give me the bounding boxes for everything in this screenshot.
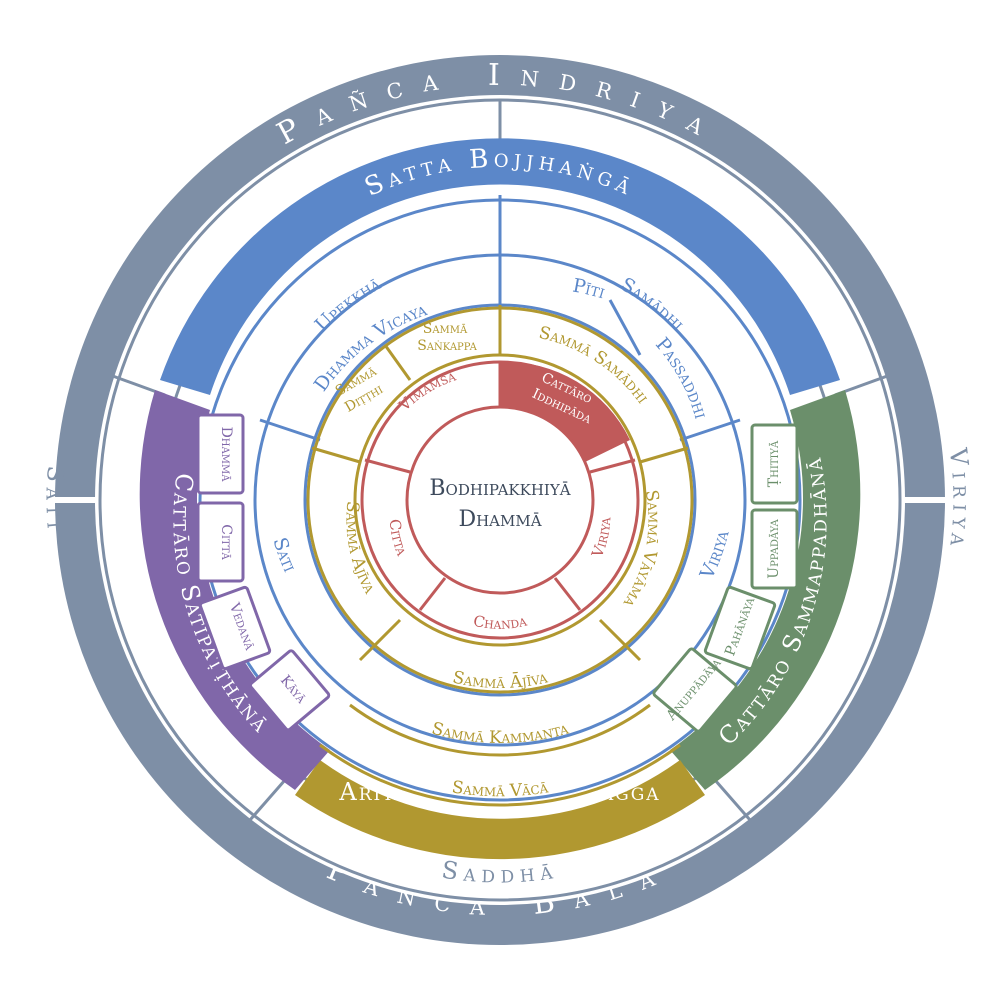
bojjhanga-divider-left <box>259 418 321 442</box>
sammappadhana-box-uppadaya <box>750 508 799 590</box>
band-satipatthana <box>139 390 330 790</box>
faculty-divider-lower-right <box>713 779 752 821</box>
bojjhanga-divider-piti <box>608 299 642 356</box>
magga-divider-right <box>639 446 689 464</box>
faculty-saddha: Saddhā <box>440 856 560 889</box>
satipatthana-dhamma: Dhammā <box>218 427 234 483</box>
band-magga <box>295 760 705 860</box>
satipatthana-citta: Cittā <box>218 524 234 560</box>
iddhipada-divider-lower-right <box>553 577 582 611</box>
satipatthana-box-citta <box>196 501 245 583</box>
sammappadhana-box-thitiya <box>750 423 799 505</box>
magga-samma-sankappa-line2: Saṅkappa <box>417 338 477 354</box>
faculty-viriya: Viriya <box>944 446 976 554</box>
bojjhanga-divider-right <box>679 418 741 442</box>
satipatthana-boxes <box>196 413 331 732</box>
band-sammappadhana <box>670 390 861 790</box>
magga-divider-lower-right <box>598 618 642 662</box>
magga-divider-lower-left <box>358 618 402 662</box>
iddhipada-divider-right <box>589 458 636 474</box>
center-title-line2: Dhammā <box>458 507 541 532</box>
satipatthana-box-kaya <box>248 649 331 732</box>
magga-samma-sankappa-line1: Sammā <box>423 321 468 337</box>
iddhipada-chanda: Chanda <box>472 611 530 633</box>
iddhipada-cattaro-segment <box>500 361 630 462</box>
sammappadhana-thitiya: Ṭhitiyā <box>766 440 782 487</box>
magga-divider-sankappa <box>383 344 412 381</box>
magga-arc-kammanta <box>349 703 651 757</box>
faculty-divider-lower-left <box>248 779 287 821</box>
faculty-sati: Sati <box>40 465 70 536</box>
sammappadhana-uppadaya: Uppadāya <box>766 519 782 579</box>
magga-samma-vaca: Sammā Vācā <box>451 777 550 801</box>
band-bojjhanga <box>160 138 840 395</box>
magga-divider-left <box>311 446 361 464</box>
sammappadhana-box-pahanaya <box>703 585 777 671</box>
center-title-line1: Bodhipakkhiyā <box>429 476 570 501</box>
sammappadhana-boxes <box>652 423 799 733</box>
iddhipada-divider-lower-left <box>418 577 447 611</box>
sammappadhana-box-anuppadaya <box>652 647 738 733</box>
magga-arc-vaca <box>319 743 681 807</box>
satipatthana-box-dhamma <box>196 413 245 495</box>
iddhipada-divider-left <box>364 458 411 474</box>
satipatthana-box-vedana <box>198 585 272 671</box>
